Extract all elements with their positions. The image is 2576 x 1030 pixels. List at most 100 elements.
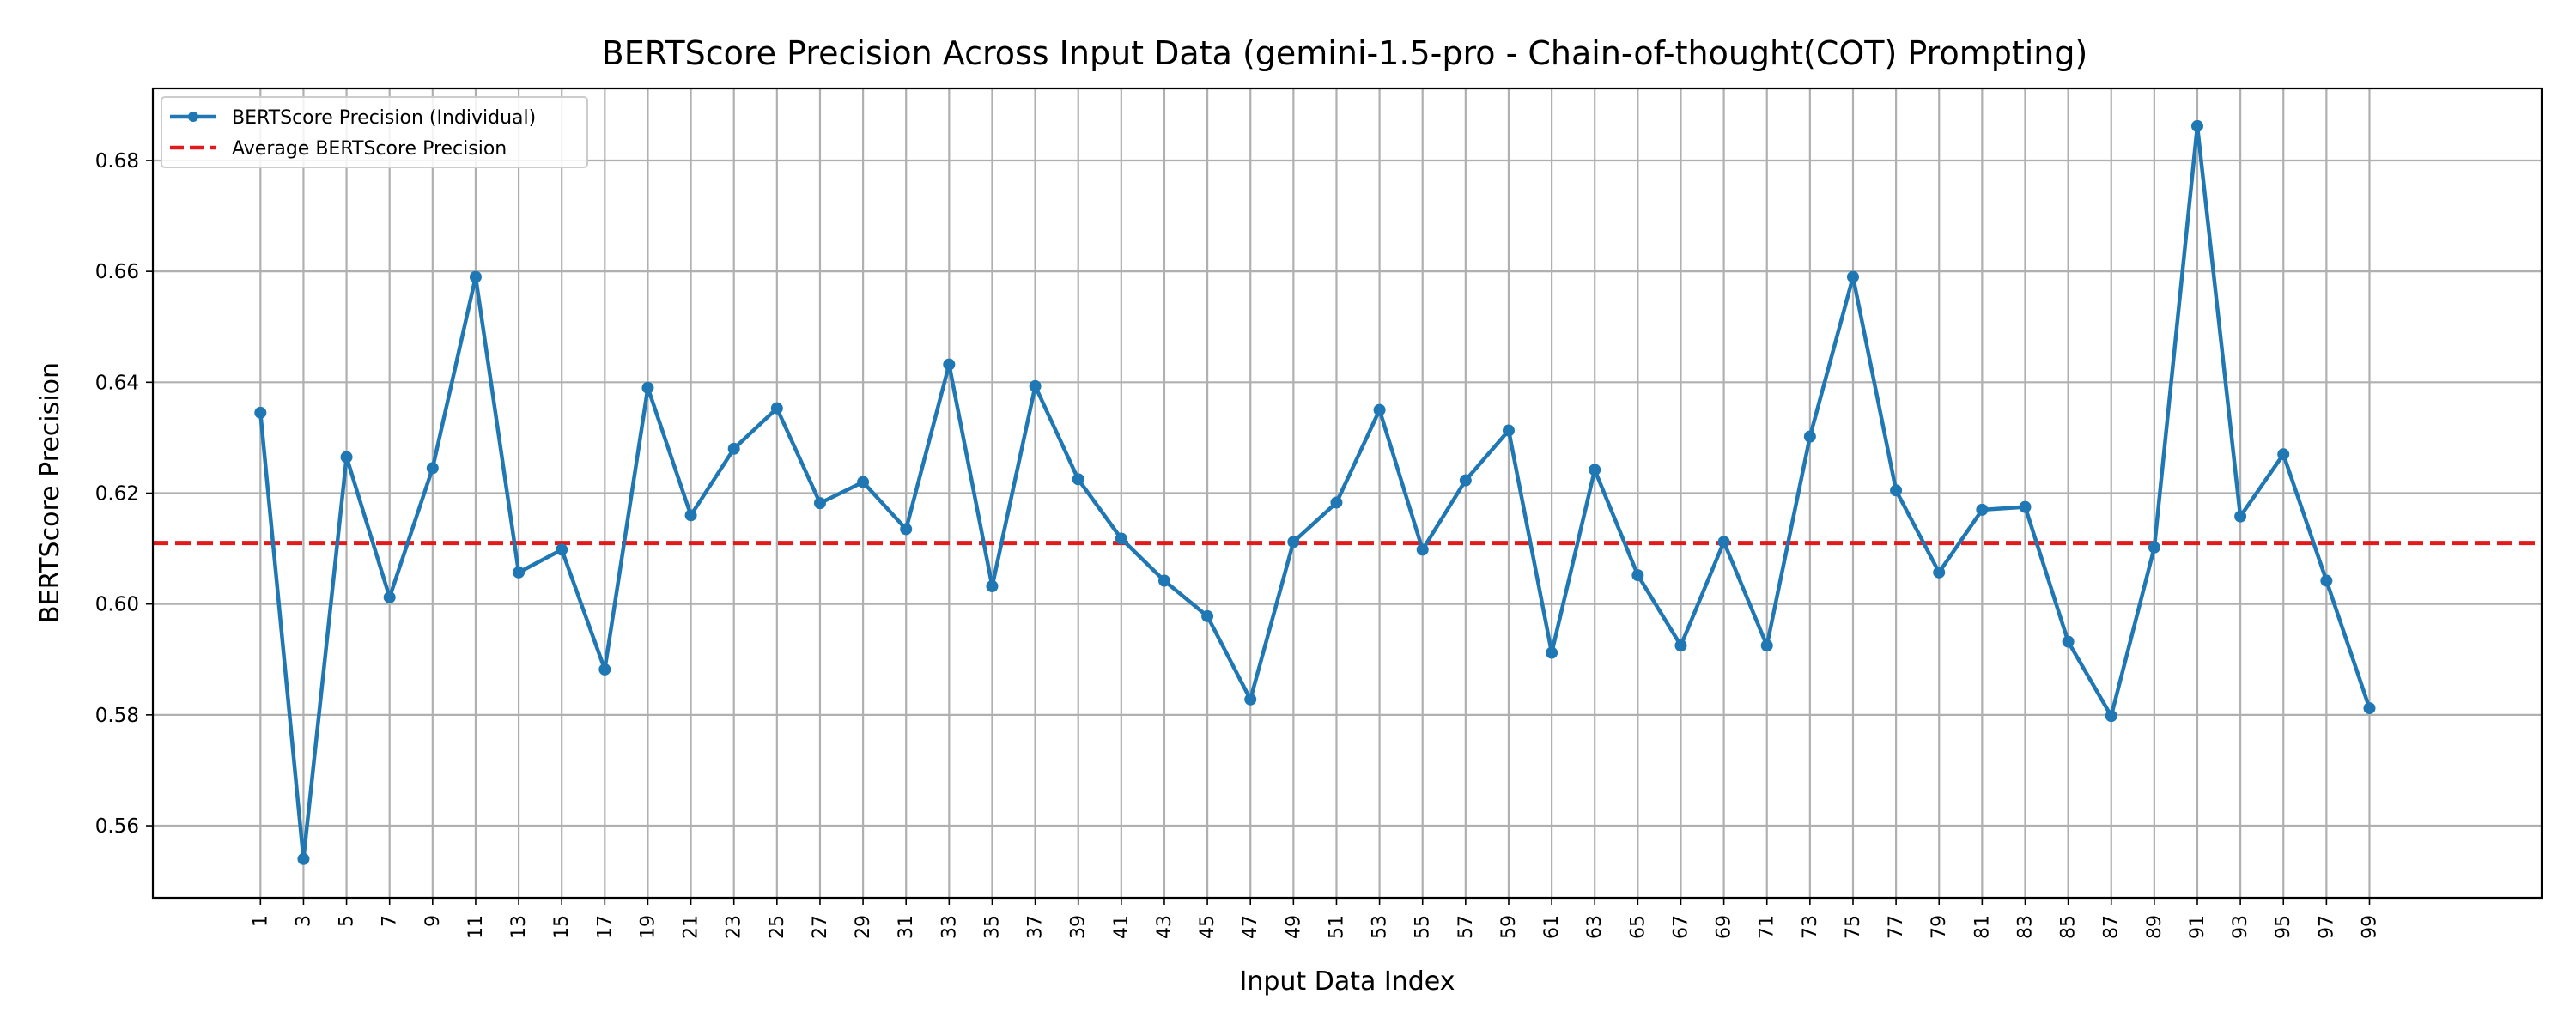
x-axis-ticks: 1 3 5 7 9 11 13 15 17 19 21 23 25 27 29 31 33 35 37 39 41 43 4… xyxy=(250,898,2380,939)
x-tick-label: 53 xyxy=(1370,915,1391,939)
y-tick-label: 0.68 xyxy=(95,150,139,173)
data-point xyxy=(426,462,439,475)
data-point xyxy=(2320,574,2333,587)
x-tick-label: 13 xyxy=(508,915,530,939)
data-point xyxy=(857,476,870,488)
data-point xyxy=(1674,639,1687,652)
data-point xyxy=(297,852,310,865)
data-point xyxy=(1330,496,1343,509)
data-point xyxy=(383,591,396,603)
x-tick-label: 93 xyxy=(2230,915,2251,939)
x-tick-label: 27 xyxy=(810,915,831,939)
x-tick-label: 47 xyxy=(1240,915,1261,939)
x-tick-label: 19 xyxy=(637,915,659,939)
data-point xyxy=(2190,119,2203,132)
data-point xyxy=(2019,500,2032,513)
x-tick-label: 25 xyxy=(767,915,788,939)
data-point xyxy=(813,497,826,510)
data-point xyxy=(1976,503,1989,516)
data-point xyxy=(1589,464,1601,476)
data-point xyxy=(2062,635,2075,648)
x-tick-label: 3 xyxy=(293,915,314,927)
data-point xyxy=(1029,379,1042,392)
data-point xyxy=(1459,474,1472,487)
x-tick-label: 9 xyxy=(422,915,444,927)
x-tick-label: 57 xyxy=(1455,915,1477,939)
data-point xyxy=(1631,569,1644,582)
y-tick-label: 0.62 xyxy=(95,483,139,506)
x-tick-label: 81 xyxy=(1971,915,1993,939)
x-tick-label: 21 xyxy=(681,915,702,939)
x-tick-label: 97 xyxy=(2316,915,2337,939)
data-point xyxy=(1244,693,1257,706)
data-point xyxy=(1846,270,1859,283)
grid xyxy=(153,88,2542,898)
x-tick-label: 39 xyxy=(1068,915,1090,939)
x-tick-label: 95 xyxy=(2273,915,2294,939)
x-tick-label: 99 xyxy=(2359,915,2380,939)
x-tick-label: 77 xyxy=(1886,915,1907,939)
data-point xyxy=(641,381,654,394)
x-tick-label: 15 xyxy=(551,915,573,939)
y-axis-label: BERTScore Precision xyxy=(35,362,65,623)
data-point xyxy=(1157,574,1170,587)
y-tick-label: 0.64 xyxy=(95,372,139,394)
legend-label-average: Average BERTScore Precision xyxy=(232,138,507,160)
x-tick-label: 65 xyxy=(1627,915,1649,939)
data-point xyxy=(943,358,956,371)
series-line xyxy=(258,124,2372,862)
x-tick-label: 37 xyxy=(1025,915,1047,939)
x-tick-label: 51 xyxy=(1326,915,1347,939)
data-point xyxy=(1201,609,1214,622)
data-point xyxy=(598,663,611,676)
data-point xyxy=(556,543,568,556)
x-tick-label: 91 xyxy=(2187,915,2208,939)
data-point xyxy=(340,451,353,464)
data-point xyxy=(727,442,740,455)
x-axis-label: Input Data Index xyxy=(1240,966,1455,997)
data-point xyxy=(2363,702,2376,715)
data-point xyxy=(1546,646,1558,659)
x-tick-label: 11 xyxy=(465,915,487,939)
data-point xyxy=(770,402,783,415)
x-tick-label: 61 xyxy=(1541,915,1563,939)
data-point xyxy=(1287,536,1300,548)
x-tick-label: 1 xyxy=(250,915,271,927)
chart-title: BERTScore Precision Across Input Data (g… xyxy=(602,34,2088,72)
data-point xyxy=(1416,543,1429,556)
x-tick-label: 59 xyxy=(1498,915,1520,939)
x-tick-label: 69 xyxy=(1714,915,1735,939)
y-tick-label: 0.60 xyxy=(95,594,139,616)
data-point xyxy=(684,509,697,522)
x-tick-label: 33 xyxy=(939,915,960,939)
data-point xyxy=(900,523,913,536)
data-point xyxy=(2234,510,2247,523)
x-tick-label: 31 xyxy=(896,915,917,939)
x-tick-label: 17 xyxy=(594,915,616,939)
y-tick-label: 0.56 xyxy=(95,815,139,838)
x-tick-label: 67 xyxy=(1670,915,1692,939)
x-tick-label: 5 xyxy=(337,915,358,927)
x-tick-label: 43 xyxy=(1154,915,1176,939)
data-point xyxy=(1890,484,1903,497)
x-tick-label: 83 xyxy=(2014,915,2036,939)
x-tick-label: 87 xyxy=(2101,915,2123,939)
data-point xyxy=(986,580,999,593)
x-tick-label: 49 xyxy=(1283,915,1304,939)
data-point xyxy=(1502,424,1515,437)
legend-series-marker-sample xyxy=(188,112,198,122)
data-point xyxy=(1115,532,1127,545)
x-tick-label: 7 xyxy=(380,915,401,927)
data-point xyxy=(2277,448,2290,461)
x-tick-label: 71 xyxy=(1757,915,1778,939)
x-tick-label: 35 xyxy=(981,915,1003,939)
x-tick-label: 41 xyxy=(1111,915,1133,939)
x-tick-label: 89 xyxy=(2144,915,2166,939)
data-point xyxy=(1933,566,1946,579)
data-point xyxy=(1072,473,1084,486)
x-tick-label: 79 xyxy=(1929,915,1950,939)
data-point xyxy=(2105,710,2117,723)
x-tick-label: 63 xyxy=(1584,915,1606,939)
data-point xyxy=(513,566,526,579)
